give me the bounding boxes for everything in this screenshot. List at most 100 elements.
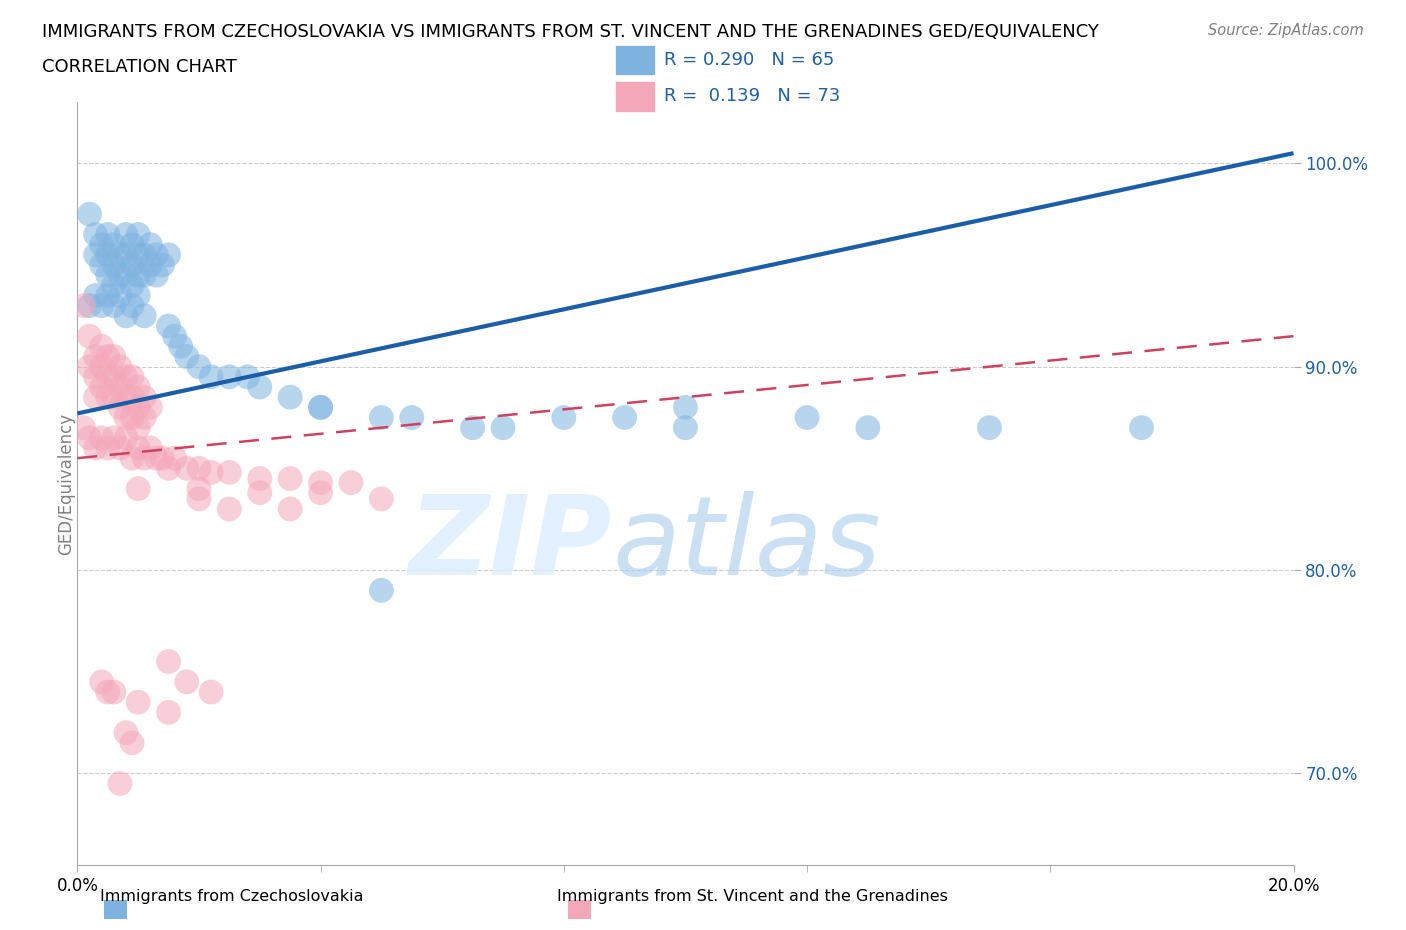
Text: Source: ZipAtlas.com: Source: ZipAtlas.com bbox=[1208, 23, 1364, 38]
Point bbox=[79, 359, 101, 374]
Point bbox=[134, 247, 156, 262]
Point bbox=[492, 420, 515, 435]
Point bbox=[979, 420, 1001, 435]
Point bbox=[115, 309, 138, 324]
Point bbox=[103, 299, 125, 313]
Point bbox=[97, 441, 120, 456]
Point bbox=[121, 410, 143, 425]
Point bbox=[157, 705, 180, 720]
FancyBboxPatch shape bbox=[568, 900, 591, 919]
Point bbox=[139, 441, 162, 456]
Point bbox=[121, 390, 143, 405]
Point bbox=[121, 451, 143, 466]
Point bbox=[115, 725, 138, 740]
Point bbox=[103, 369, 125, 384]
Point bbox=[157, 319, 180, 334]
Point bbox=[278, 501, 301, 516]
Point bbox=[127, 288, 149, 303]
Point bbox=[170, 339, 193, 353]
Text: ZIP: ZIP bbox=[409, 491, 613, 598]
Point bbox=[176, 461, 198, 476]
Point bbox=[103, 431, 125, 445]
Point bbox=[340, 475, 363, 490]
Point bbox=[72, 299, 94, 313]
Point bbox=[115, 227, 138, 242]
Point bbox=[134, 390, 156, 405]
Point bbox=[370, 410, 392, 425]
FancyBboxPatch shape bbox=[614, 45, 655, 75]
Point bbox=[121, 237, 143, 252]
Point bbox=[134, 309, 156, 324]
Point bbox=[127, 379, 149, 394]
Point bbox=[134, 268, 156, 283]
Point bbox=[90, 674, 112, 689]
Point bbox=[90, 379, 112, 394]
Point bbox=[145, 247, 167, 262]
Point bbox=[79, 206, 101, 221]
Point bbox=[115, 410, 138, 425]
Point bbox=[108, 777, 131, 791]
Point bbox=[218, 369, 240, 384]
Point bbox=[97, 247, 120, 262]
Point bbox=[108, 400, 131, 415]
Text: R =  0.139   N = 73: R = 0.139 N = 73 bbox=[665, 87, 841, 105]
Point bbox=[115, 247, 138, 262]
Point bbox=[176, 674, 198, 689]
Point bbox=[121, 369, 143, 384]
Point bbox=[218, 465, 240, 480]
Point bbox=[84, 369, 107, 384]
Point bbox=[90, 339, 112, 353]
Point bbox=[675, 420, 697, 435]
Point bbox=[152, 451, 174, 466]
Point bbox=[115, 369, 138, 384]
Point bbox=[145, 451, 167, 466]
Point bbox=[249, 472, 271, 486]
Point bbox=[103, 390, 125, 405]
Point bbox=[613, 410, 636, 425]
Point bbox=[121, 736, 143, 751]
Point bbox=[72, 420, 94, 435]
Point bbox=[309, 400, 332, 415]
Text: R = 0.290   N = 65: R = 0.290 N = 65 bbox=[665, 51, 835, 69]
Point bbox=[84, 441, 107, 456]
Point bbox=[157, 654, 180, 669]
Point bbox=[103, 237, 125, 252]
Point bbox=[103, 349, 125, 364]
Point bbox=[249, 485, 271, 500]
Point bbox=[97, 390, 120, 405]
Point bbox=[309, 485, 332, 500]
Text: CORRELATION CHART: CORRELATION CHART bbox=[42, 58, 238, 75]
Text: atlas: atlas bbox=[613, 491, 882, 598]
Point bbox=[121, 278, 143, 293]
Point bbox=[97, 288, 120, 303]
Point bbox=[176, 349, 198, 364]
Point bbox=[127, 441, 149, 456]
Point bbox=[856, 420, 879, 435]
Point bbox=[675, 400, 697, 415]
Point bbox=[188, 359, 211, 374]
Point bbox=[127, 247, 149, 262]
Point bbox=[84, 227, 107, 242]
Point bbox=[152, 258, 174, 272]
Point bbox=[127, 227, 149, 242]
Point bbox=[97, 349, 120, 364]
Point bbox=[200, 369, 222, 384]
Point bbox=[90, 237, 112, 252]
Point bbox=[79, 431, 101, 445]
Point bbox=[84, 288, 107, 303]
Point bbox=[115, 390, 138, 405]
Point bbox=[188, 461, 211, 476]
Point bbox=[200, 684, 222, 699]
Text: Immigrants from St. Vincent and the Grenadines: Immigrants from St. Vincent and the Gren… bbox=[557, 889, 948, 904]
Point bbox=[157, 461, 180, 476]
Text: Immigrants from Czechoslovakia: Immigrants from Czechoslovakia bbox=[100, 889, 364, 904]
FancyBboxPatch shape bbox=[104, 900, 127, 919]
Point bbox=[401, 410, 423, 425]
Point bbox=[163, 451, 186, 466]
Point bbox=[134, 410, 156, 425]
Point bbox=[97, 227, 120, 242]
Point bbox=[188, 491, 211, 506]
Point bbox=[108, 441, 131, 456]
Point bbox=[108, 379, 131, 394]
Point bbox=[139, 258, 162, 272]
